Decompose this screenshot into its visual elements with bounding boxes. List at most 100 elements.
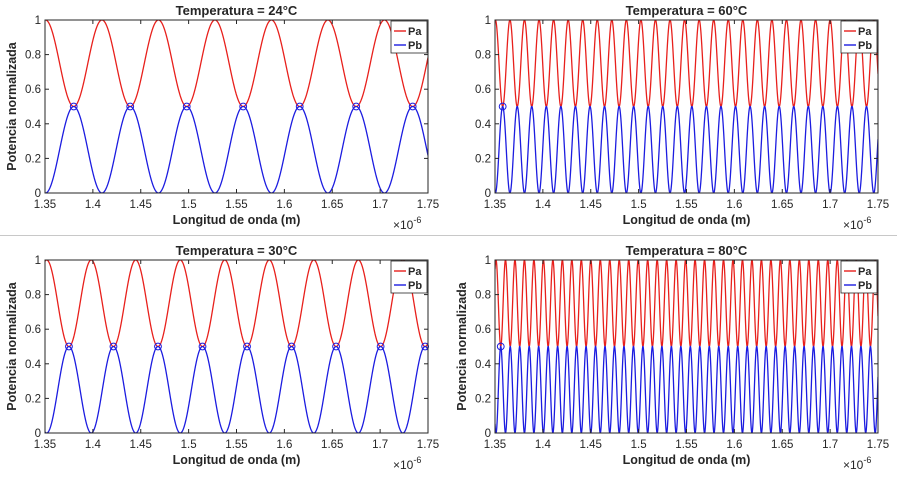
legend-box (390, 260, 428, 294)
y-tick-label: 0.4 (475, 359, 492, 371)
chart-title: Temperatura = 60°C (626, 3, 748, 18)
x-exponent-label: ×10-6 (843, 455, 871, 472)
x-tick-label: 1.55 (675, 199, 697, 211)
chart-title: Temperatura = 80°C (626, 243, 748, 258)
x-exponent-base: ×10 (393, 218, 414, 232)
y-tick-label: 0.2 (475, 393, 491, 405)
y-tick-label: 0.4 (25, 359, 42, 371)
x-tick-label: 1.4 (535, 439, 552, 451)
y-tick-label: 0.8 (475, 50, 491, 62)
crossing-marker (496, 342, 505, 351)
y-tick-label: 0.6 (25, 324, 41, 336)
legend-entry-pb: Pb (858, 40, 872, 52)
y-tick-label: 0.6 (25, 84, 41, 96)
x-tick-label: 1.7 (372, 439, 388, 451)
legend-entry-pb: Pb (858, 280, 872, 292)
y-tick-label: 0.6 (475, 324, 491, 336)
crossing-marker (65, 342, 73, 351)
x-tick-label: 1.6 (726, 439, 742, 451)
x-tick-label: 1.55 (225, 439, 247, 451)
series-line-pa (495, 20, 878, 108)
y-tick-label: 0 (35, 428, 41, 440)
x-tick-label: 1.6 (276, 439, 292, 451)
x-tick-label: 1.35 (484, 199, 506, 211)
x-tick-label: 1.7 (372, 199, 388, 211)
x-axis-label: Longitud de onda (m) (623, 213, 751, 227)
x-exponent-base: ×10 (843, 218, 864, 232)
x-tick-label: 1.5 (181, 199, 197, 211)
series-line-pb (45, 105, 428, 193)
x-exponent-power: -6 (413, 215, 421, 225)
y-tick-label: 0.2 (25, 153, 41, 165)
x-exponent-label: ×10-6 (393, 455, 421, 472)
crossing-marker (198, 342, 207, 351)
crossing-marker (295, 102, 304, 111)
x-tick-label: 1.7 (822, 439, 838, 451)
x-tick-label: 1.65 (321, 199, 343, 211)
crossing-marker (109, 342, 118, 351)
legend: Pa Pb (390, 260, 428, 294)
x-tick-label: 1.65 (771, 199, 793, 211)
y-tick-label: 0.8 (25, 50, 41, 62)
y-tick-label: 0 (35, 188, 41, 200)
x-axis-label: Longitud de onda (m) (623, 453, 751, 467)
legend-box (840, 260, 878, 294)
crossing-marker (421, 342, 430, 351)
legend-entry-pa: Pa (858, 26, 872, 38)
x-tick-label: 1.75 (867, 199, 889, 211)
chart-title: Temperatura = 30°C (176, 243, 298, 258)
series-line-pa (495, 260, 878, 348)
crossing-marker (182, 102, 191, 111)
crossing-marker (332, 342, 340, 351)
x-exponent-base: ×10 (843, 458, 864, 472)
panel-row-divider (0, 235, 897, 236)
plot-area (45, 260, 428, 433)
y-tick-label: 0.2 (475, 153, 491, 165)
y-tick-label: 0.8 (25, 290, 41, 302)
chart-panel-1: 1.35 1.4 1.45 1.5 1.55 1.6 1.65 1.7 1.75 0 0.2 0.4 0… (5, 3, 439, 232)
x-tick-label: 1.45 (130, 199, 152, 211)
crossing-marker (287, 342, 296, 351)
crossing-marker (352, 102, 361, 111)
y-tick-label: 0.4 (475, 119, 492, 131)
series-line-pa (45, 260, 428, 348)
plot-area (45, 20, 428, 193)
crossing-marker (376, 342, 385, 351)
y-tick-label: 1 (35, 255, 41, 267)
legend-entry-pa: Pa (408, 26, 422, 38)
x-tick-label: 1.75 (867, 439, 889, 451)
x-axis-label: Longitud de onda (m) (173, 453, 301, 467)
crossing-marker (69, 102, 78, 111)
series-line-pb (45, 345, 428, 433)
crossing-marker (239, 102, 248, 111)
x-tick-label: 1.65 (771, 439, 793, 451)
crossing-marker (408, 102, 417, 111)
y-tick-label: 1 (35, 15, 41, 27)
legend-entry-pa: Pa (408, 266, 422, 278)
x-tick-label: 1.55 (225, 199, 247, 211)
legend-box (840, 20, 878, 54)
chart-panel-3: 1.35 1.4 1.45 1.5 1.55 1.6 1.65 1.7 1.75 0 0.2 0.4 0… (5, 243, 439, 472)
crossing-marker (243, 342, 251, 351)
plot-area (495, 20, 878, 193)
x-tick-label: 1.5 (631, 199, 647, 211)
x-tick-label: 1.6 (276, 199, 292, 211)
legend-box (390, 20, 428, 54)
y-tick-label: 0 (485, 428, 491, 440)
y-axis-label: Potencia normalizada (5, 41, 19, 171)
legend-entry-pb: Pb (408, 40, 422, 52)
y-tick-label: 1 (485, 15, 491, 27)
x-tick-label: 1.6 (726, 199, 742, 211)
legend: Pa Pb (840, 20, 878, 54)
y-axis-label: Potencia normalizada (455, 281, 469, 411)
chart-panel-4: 1.35 1.4 1.45 1.5 1.55 1.6 1.65 1.7 1.75 0 0.2 0.4 0… (455, 243, 889, 472)
x-tick-label: 1.55 (675, 439, 697, 451)
y-tick-label: 0.2 (25, 393, 41, 405)
y-tick-label: 1 (485, 255, 491, 267)
crossing-marker (154, 342, 162, 351)
x-tick-label: 1.45 (580, 439, 602, 451)
x-tick-label: 1.5 (631, 439, 647, 451)
y-tick-label: 0.4 (25, 119, 42, 131)
x-tick-label: 1.45 (580, 199, 602, 211)
